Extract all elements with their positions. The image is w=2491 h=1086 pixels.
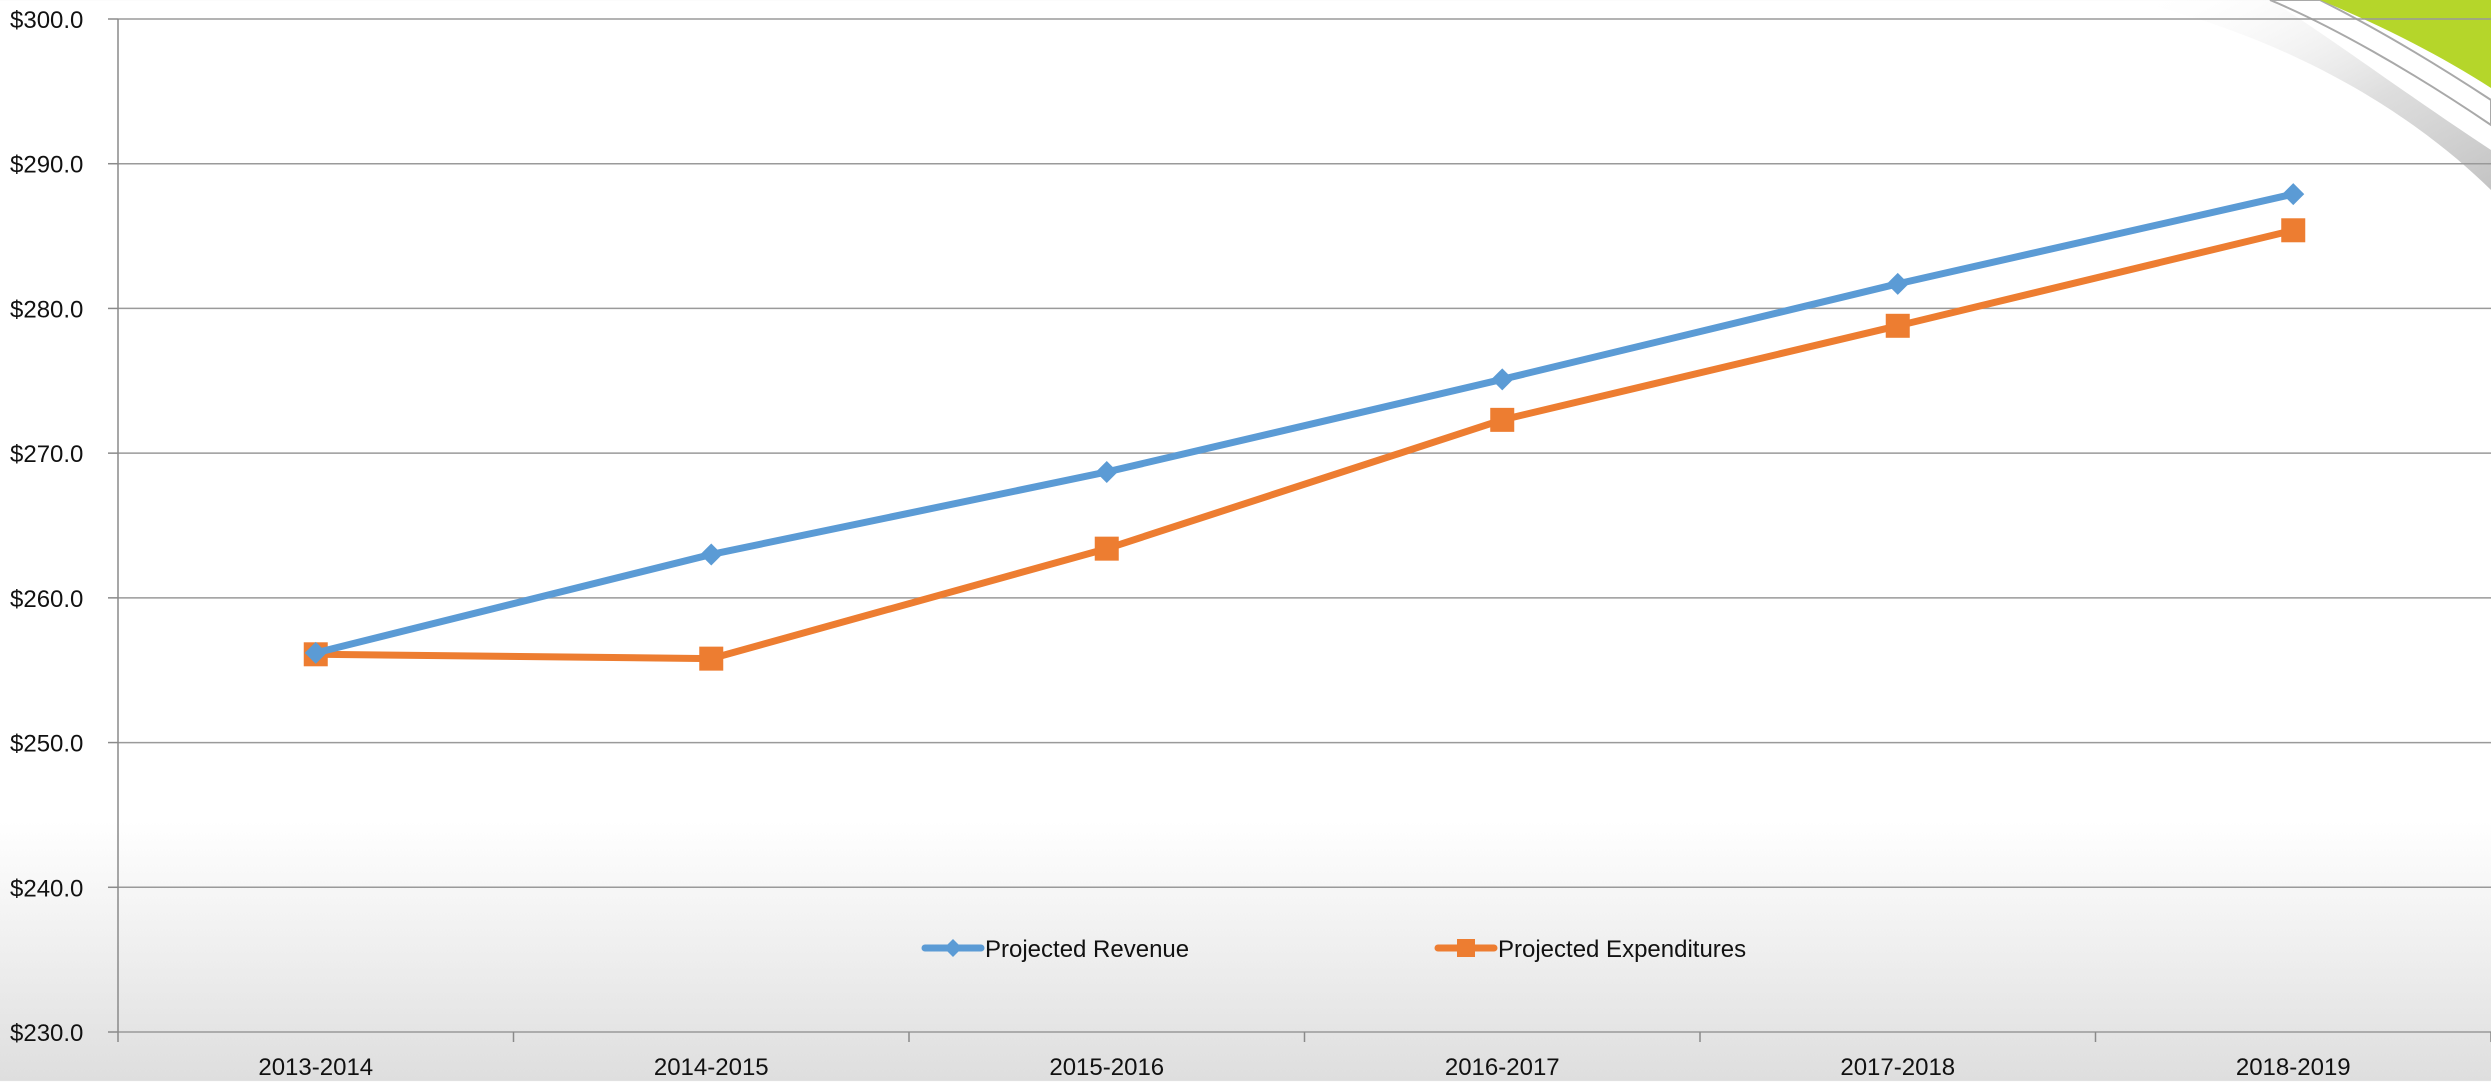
y-tick-label: $230.0 xyxy=(10,1020,83,1047)
data-point xyxy=(304,641,327,664)
x-tick-label: 2018-2019 xyxy=(2236,1054,2351,1081)
data-point xyxy=(1095,460,1118,483)
y-tick-label: $240.0 xyxy=(10,875,83,902)
swoosh-silver-band xyxy=(2269,0,2491,127)
x-axis-ticks: 2013-2014 2014-2015 2015-2016 2016-2017 2017… xyxy=(117,1032,2491,1081)
y-axis-ticks: $230.0 $240.0 $250.0 $260.0 $270.0 $280.0 $290… xyxy=(10,7,118,1047)
x-tick-label: 2014-2015 xyxy=(654,1054,769,1081)
legend-swatch-marker xyxy=(1457,939,1475,957)
corner-swoosh-decoration xyxy=(2130,0,2491,190)
y-tick-label: $270.0 xyxy=(10,441,83,468)
swoosh-shadow xyxy=(2130,0,2491,190)
y-tick-label: $290.0 xyxy=(10,152,83,179)
legend-swatch-marker xyxy=(944,939,962,957)
legend-entry: Projected Expenditures xyxy=(1434,936,1746,963)
x-tick-label: 2016-2017 xyxy=(1445,1054,1560,1081)
data-point xyxy=(2281,218,2306,243)
series-projected-expenditures xyxy=(303,218,2306,671)
x-tick-label: 2013-2014 xyxy=(258,1054,373,1081)
series-lines xyxy=(303,183,2306,671)
series-line xyxy=(312,226,2297,663)
data-point xyxy=(1094,536,1119,561)
data-point xyxy=(2282,183,2305,206)
data-point xyxy=(1490,407,1515,432)
data-point xyxy=(700,543,723,566)
legend-entry: Projected Revenue xyxy=(921,936,1189,963)
y-tick-label: $280.0 xyxy=(10,296,83,323)
legend-label: Projected Expenditures xyxy=(1498,936,1746,963)
legend-label: Projected Revenue xyxy=(985,936,1189,963)
data-point xyxy=(1885,313,1910,338)
y-tick-label: $250.0 xyxy=(10,731,83,758)
gridlines xyxy=(118,18,2491,1033)
y-tick-label: $300.0 xyxy=(10,7,83,34)
data-point xyxy=(699,646,724,671)
data-point xyxy=(1491,368,1514,391)
x-tick-label: 2015-2016 xyxy=(1049,1054,1164,1081)
y-tick-label: $260.0 xyxy=(10,586,83,613)
x-tick-label: 2017-2018 xyxy=(1840,1054,1955,1081)
data-point xyxy=(1886,272,1909,295)
series-line xyxy=(312,190,2297,657)
swoosh-green-band xyxy=(2320,0,2491,88)
legend: Projected Revenue Projected Expenditures xyxy=(921,936,1746,963)
series-projected-revenue xyxy=(304,183,2305,664)
